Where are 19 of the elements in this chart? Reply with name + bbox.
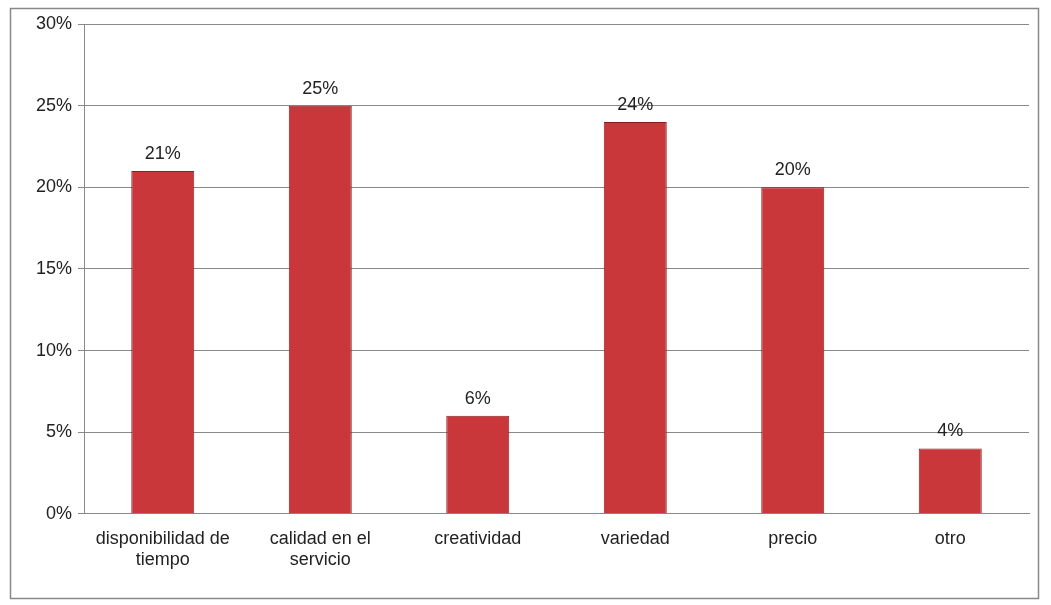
y-tick-label: 15% [36, 257, 73, 278]
x-tick-label: otro [934, 527, 966, 548]
data-label: 21% [144, 142, 181, 163]
y-tick-label: 25% [36, 94, 73, 115]
y-tick-label: 5% [46, 421, 73, 442]
data-label: 25% [302, 77, 339, 98]
x-tick-label: variedad [600, 527, 670, 548]
x-tick-label: creatividad [434, 527, 522, 548]
x-tick-label: disponibilidad de tiempo [95, 527, 230, 570]
y-tick-label: 0% [46, 502, 73, 523]
y-tick-label: 30% [36, 12, 73, 33]
data-label: 24% [617, 93, 654, 114]
x-tick-label: calidad en el servicio [269, 527, 371, 570]
y-tick-label: 20% [36, 176, 73, 197]
data-label: 6% [464, 387, 491, 408]
y-tick-label: 10% [36, 339, 73, 360]
data-label: 4% [937, 420, 964, 441]
data-label: 20% [774, 159, 811, 180]
x-tick-label: precio [768, 527, 818, 548]
